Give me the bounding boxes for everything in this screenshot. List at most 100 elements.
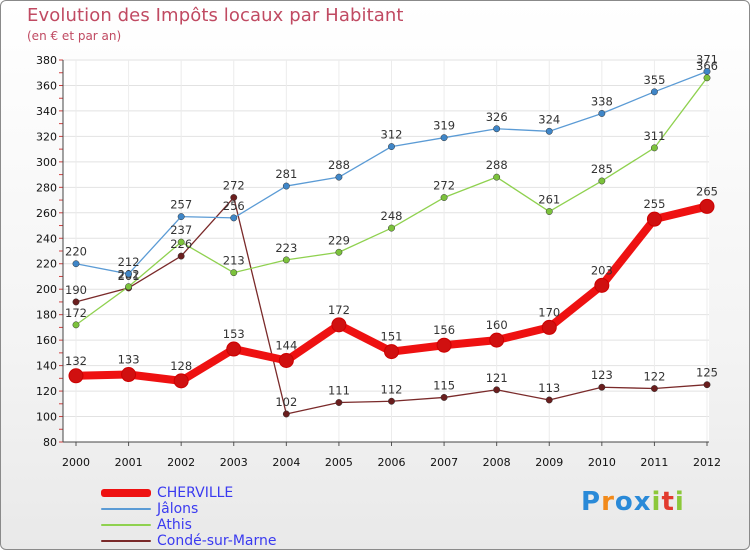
data-point-athis [177,238,185,246]
data-label-conde-sur-marne: 102 [275,395,297,409]
legend-swatch-cherville [101,489,151,497]
data-label-conde-sur-marne: 190 [65,283,87,297]
data-point-cherville [699,198,715,214]
x-tick-label: 2009 [535,456,563,469]
data-point-jalons [72,260,80,268]
y-tick-label: 380 [36,54,57,67]
data-label-conde-sur-marne: 111 [328,384,350,398]
data-point-jalons [440,134,448,142]
data-label-athis: 366 [696,59,718,73]
data-point-jalons [335,173,343,181]
data-point-cherville [121,367,137,383]
data-point-athis [703,74,711,82]
data-label-athis: 229 [328,233,350,247]
data-point-conde-sur-marne [72,298,80,306]
data-label-jalons: 257 [170,198,192,212]
data-label-conde-sur-marne: 121 [486,371,508,385]
data-point-athis [440,194,448,201]
data-label-athis: 288 [486,158,508,172]
data-label-cherville: 172 [328,303,350,317]
logo-letter: x [633,487,652,517]
y-tick-label: 200 [36,283,57,296]
legend-label-conde: Condé-sur-Marne [157,533,277,549]
data-point-athis [545,208,553,215]
data-point-athis [125,283,133,291]
data-label-cherville: 203 [591,263,613,277]
data-point-athis [493,173,501,181]
x-tick-label: 2008 [483,456,511,469]
y-tick-label: 340 [36,105,57,118]
y-tick-label: 360 [36,79,57,92]
data-label-athis: 223 [275,241,297,255]
data-label-jalons: 326 [486,110,508,124]
data-label-cherville: 128 [170,359,192,373]
data-label-jalons: 312 [381,128,403,142]
data-label-jalons: 338 [591,94,613,108]
chart-title: Evolution des Impôts locaux par Habitant [27,5,404,26]
x-tick-label: 2004 [272,456,300,469]
legend-label-jalons: Jâlons [157,501,199,517]
data-label-cherville: 255 [643,197,665,211]
data-label-athis: 272 [433,179,455,193]
data-label-conde-sur-marne: 272 [223,179,245,193]
data-label-jalons: 220 [65,245,87,259]
data-point-jalons [388,143,395,151]
x-tick-label: 2012 [693,456,721,469]
x-tick-label: 2011 [640,456,668,469]
data-point-jalons [282,182,290,190]
data-point-jalons [650,88,658,96]
y-tick-label: 260 [36,207,57,220]
data-point-athis [230,269,238,277]
data-point-conde-sur-marne [282,410,290,418]
data-label-conde-sur-marne: 125 [696,366,718,380]
data-label-cherville: 151 [381,330,403,344]
data-label-cherville: 153 [223,327,245,341]
data-label-jalons: 355 [643,73,665,87]
y-tick-label: 220 [36,258,57,271]
data-point-jalons [125,270,133,278]
data-point-cherville [489,332,505,348]
data-point-cherville [278,353,294,369]
data-point-cherville [331,317,347,333]
y-tick-label: 120 [36,385,57,398]
x-tick-label: 2007 [430,456,458,469]
data-point-conde-sur-marne [335,399,343,406]
data-label-cherville: 132 [65,354,87,368]
y-tick-label: 100 [36,411,57,424]
data-point-cherville [594,277,610,293]
data-label-conde-sur-marne: 115 [433,378,455,392]
data-label-cherville: 144 [275,339,297,353]
data-point-athis [650,144,658,152]
logo-letter: r [601,487,615,517]
data-point-jalons [177,213,185,221]
data-point-conde-sur-marne [230,194,238,201]
data-point-athis [388,224,395,232]
data-point-conde-sur-marne [177,252,185,260]
data-point-jalons [598,110,606,117]
data-label-cherville: 265 [696,184,718,198]
data-point-jalons [493,125,501,133]
data-point-conde-sur-marne [388,397,395,405]
data-label-cherville: 156 [433,323,455,337]
x-tick-label: 2005 [325,456,353,469]
data-point-athis [335,248,343,256]
data-point-conde-sur-marne [703,381,711,389]
x-tick-label: 2001 [115,456,143,469]
y-tick-label: 300 [36,156,57,169]
legend-swatch-athis [101,524,151,526]
data-point-jalons [703,68,711,75]
data-label-athis: 237 [170,223,192,237]
data-point-jalons [545,127,553,135]
data-point-conde-sur-marne [650,385,658,392]
data-point-athis [72,321,80,329]
y-tick-label: 140 [36,360,57,373]
data-label-jalons: 319 [433,119,455,133]
legend-label-cherville: CHERVILLE [157,485,234,501]
logo-letter: t [661,487,675,517]
data-point-cherville [646,211,662,227]
x-tick-label: 2002 [167,456,195,469]
logo-letter: P [581,487,602,517]
y-tick-label: 80 [43,436,57,449]
data-point-cherville [436,337,452,353]
